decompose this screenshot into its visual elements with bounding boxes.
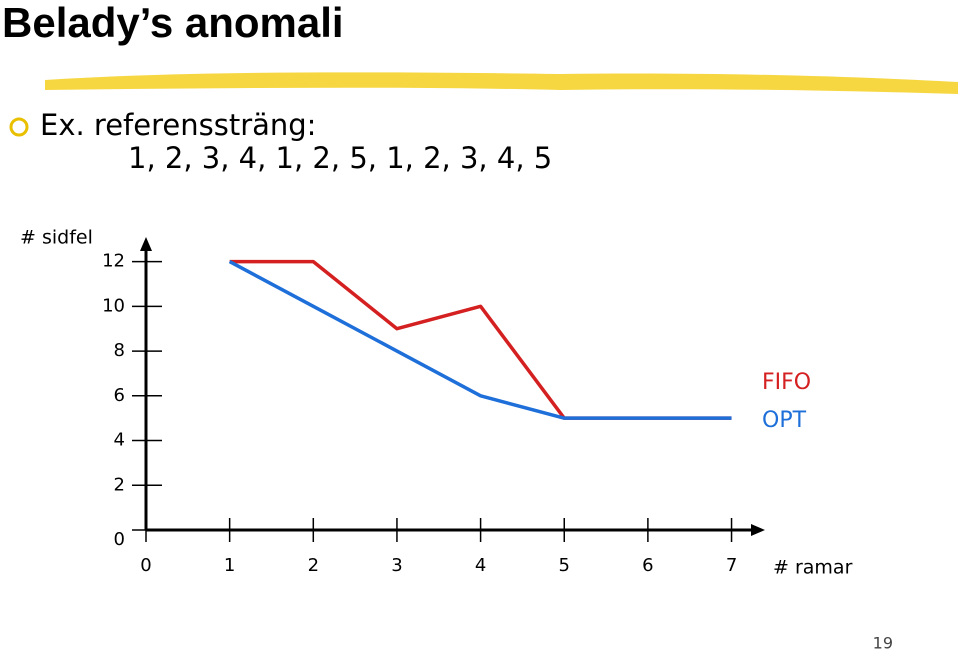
y-tick-label: 6 [114,385,125,406]
y-tick-label: 8 [114,340,125,361]
y-tick-label: 2 [114,474,125,495]
bullet-icon [9,117,29,137]
legend-label: FIFO [762,370,811,395]
page-number: 19 [873,634,893,653]
legend-label: OPT [762,408,807,433]
reference-string: 1, 2, 3, 4, 1, 2, 5, 1, 2, 3, 4, 5 [128,141,552,175]
x-tick-label: 1 [224,555,235,576]
x-tick-label: 3 [391,555,402,576]
x-tick-label: 2 [308,555,319,576]
x-tick-label: 7 [726,555,737,576]
x-axis-arrow [751,524,765,536]
y-axis-title: # sidfel [20,227,93,249]
y-axis-arrow [140,237,152,251]
slide-title: Belady’s anomali [2,0,344,46]
y-tick-label: 0 [114,529,125,550]
y-tick-label: 10 [102,295,125,316]
y-tick-label: 4 [114,430,125,451]
y-tick-label: 12 [102,251,125,272]
x-tick-label: 4 [475,555,486,576]
x-axis-title: # ramar [773,557,853,579]
title-underline [45,72,958,94]
series-line [228,260,732,420]
x-tick-label: 0 [140,555,151,576]
x-tick-label: 6 [642,555,653,576]
x-tick-label: 5 [559,555,570,576]
bullet-text: Ex. referenssträng: [40,108,316,142]
